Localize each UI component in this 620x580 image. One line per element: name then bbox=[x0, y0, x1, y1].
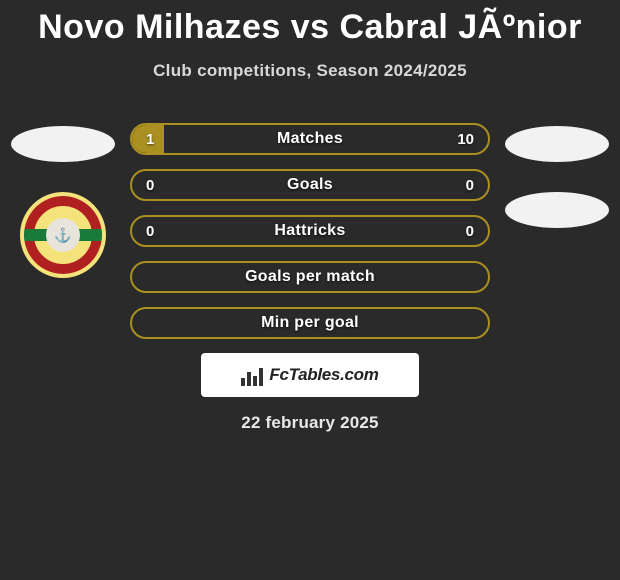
right-player-col bbox=[502, 121, 612, 228]
watermark-text: FcTables.com bbox=[269, 365, 378, 385]
stat-bar-matches: 110Matches bbox=[130, 123, 490, 155]
stat-bar-goals: 00Goals bbox=[130, 169, 490, 201]
stat-bars: 110Matches 00Goals 00Hattricks Goals per ma… bbox=[130, 121, 490, 339]
subtitle: Club competitions, Season 2024/2025 bbox=[0, 61, 620, 81]
anchor-icon: ⚓ bbox=[46, 218, 80, 252]
stat-label: Goals bbox=[132, 176, 488, 194]
left-club-crest: ⚓ bbox=[20, 192, 106, 278]
snapshot-date: 22 february 2025 bbox=[0, 413, 620, 433]
right-avatar-placeholder-1 bbox=[505, 126, 609, 162]
stat-bar-goals-per-match: Goals per match bbox=[130, 261, 490, 293]
stat-bar-hattricks: 00Hattricks bbox=[130, 215, 490, 247]
watermark: FcTables.com bbox=[201, 353, 419, 397]
stat-label: Goals per match bbox=[132, 268, 488, 286]
stat-label: Hattricks bbox=[132, 222, 488, 240]
page-title: Novo Milhazes vs Cabral JÃºnior bbox=[0, 0, 620, 47]
left-avatar-placeholder bbox=[11, 126, 115, 162]
stat-label: Min per goal bbox=[132, 314, 488, 332]
bar-chart-icon bbox=[241, 364, 263, 386]
stat-bar-min-per-goal: Min per goal bbox=[130, 307, 490, 339]
stat-label: Matches bbox=[132, 130, 488, 148]
comparison-layout: ⚓ 110Matches 00Goals 00Hattricks Goals per … bbox=[0, 121, 620, 339]
left-player-col: ⚓ bbox=[8, 121, 118, 278]
right-avatar-placeholder-2 bbox=[505, 192, 609, 228]
